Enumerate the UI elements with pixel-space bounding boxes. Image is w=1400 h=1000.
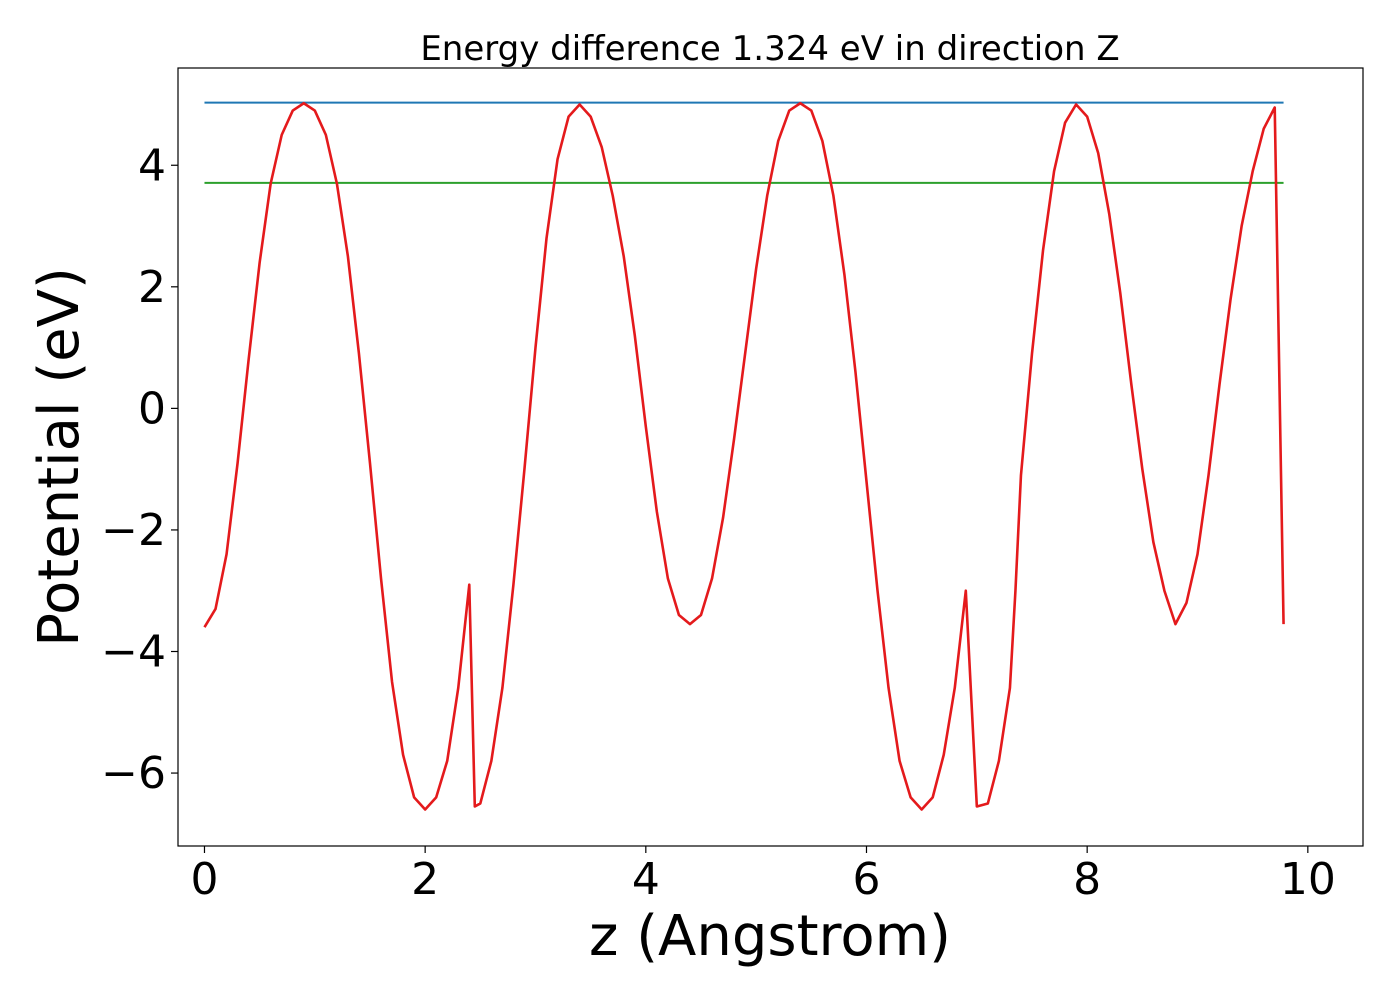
y-tick-label: −6 [101,748,166,799]
x-tick-label: 6 [852,854,880,905]
y-tick-label: −2 [101,505,166,556]
x-tick-label: 4 [632,854,660,905]
series-layer [203,101,1285,811]
y-tick-label: 2 [138,262,166,313]
x-tick-label: 8 [1073,854,1101,905]
x-tick-label: 0 [190,854,218,905]
series-line-3 [203,101,1285,811]
x-axis: 0 2 4 6 8 10 [190,846,1336,905]
x-tick-label: 10 [1280,854,1336,905]
y-axis: −6 −4 −2 0 2 4 [101,140,178,799]
y-tick-label: 0 [138,383,166,434]
y-tick-label: −4 [101,627,166,678]
x-tick-label: 2 [411,854,439,905]
y-tick-label: 4 [138,140,166,191]
y-axis-label: Potential (eV) [27,267,92,647]
plot-frame [177,67,1364,847]
x-axis-label: z (Angstrom) [589,904,951,969]
chart-title: Energy difference 1.324 eV in direction … [420,29,1119,69]
